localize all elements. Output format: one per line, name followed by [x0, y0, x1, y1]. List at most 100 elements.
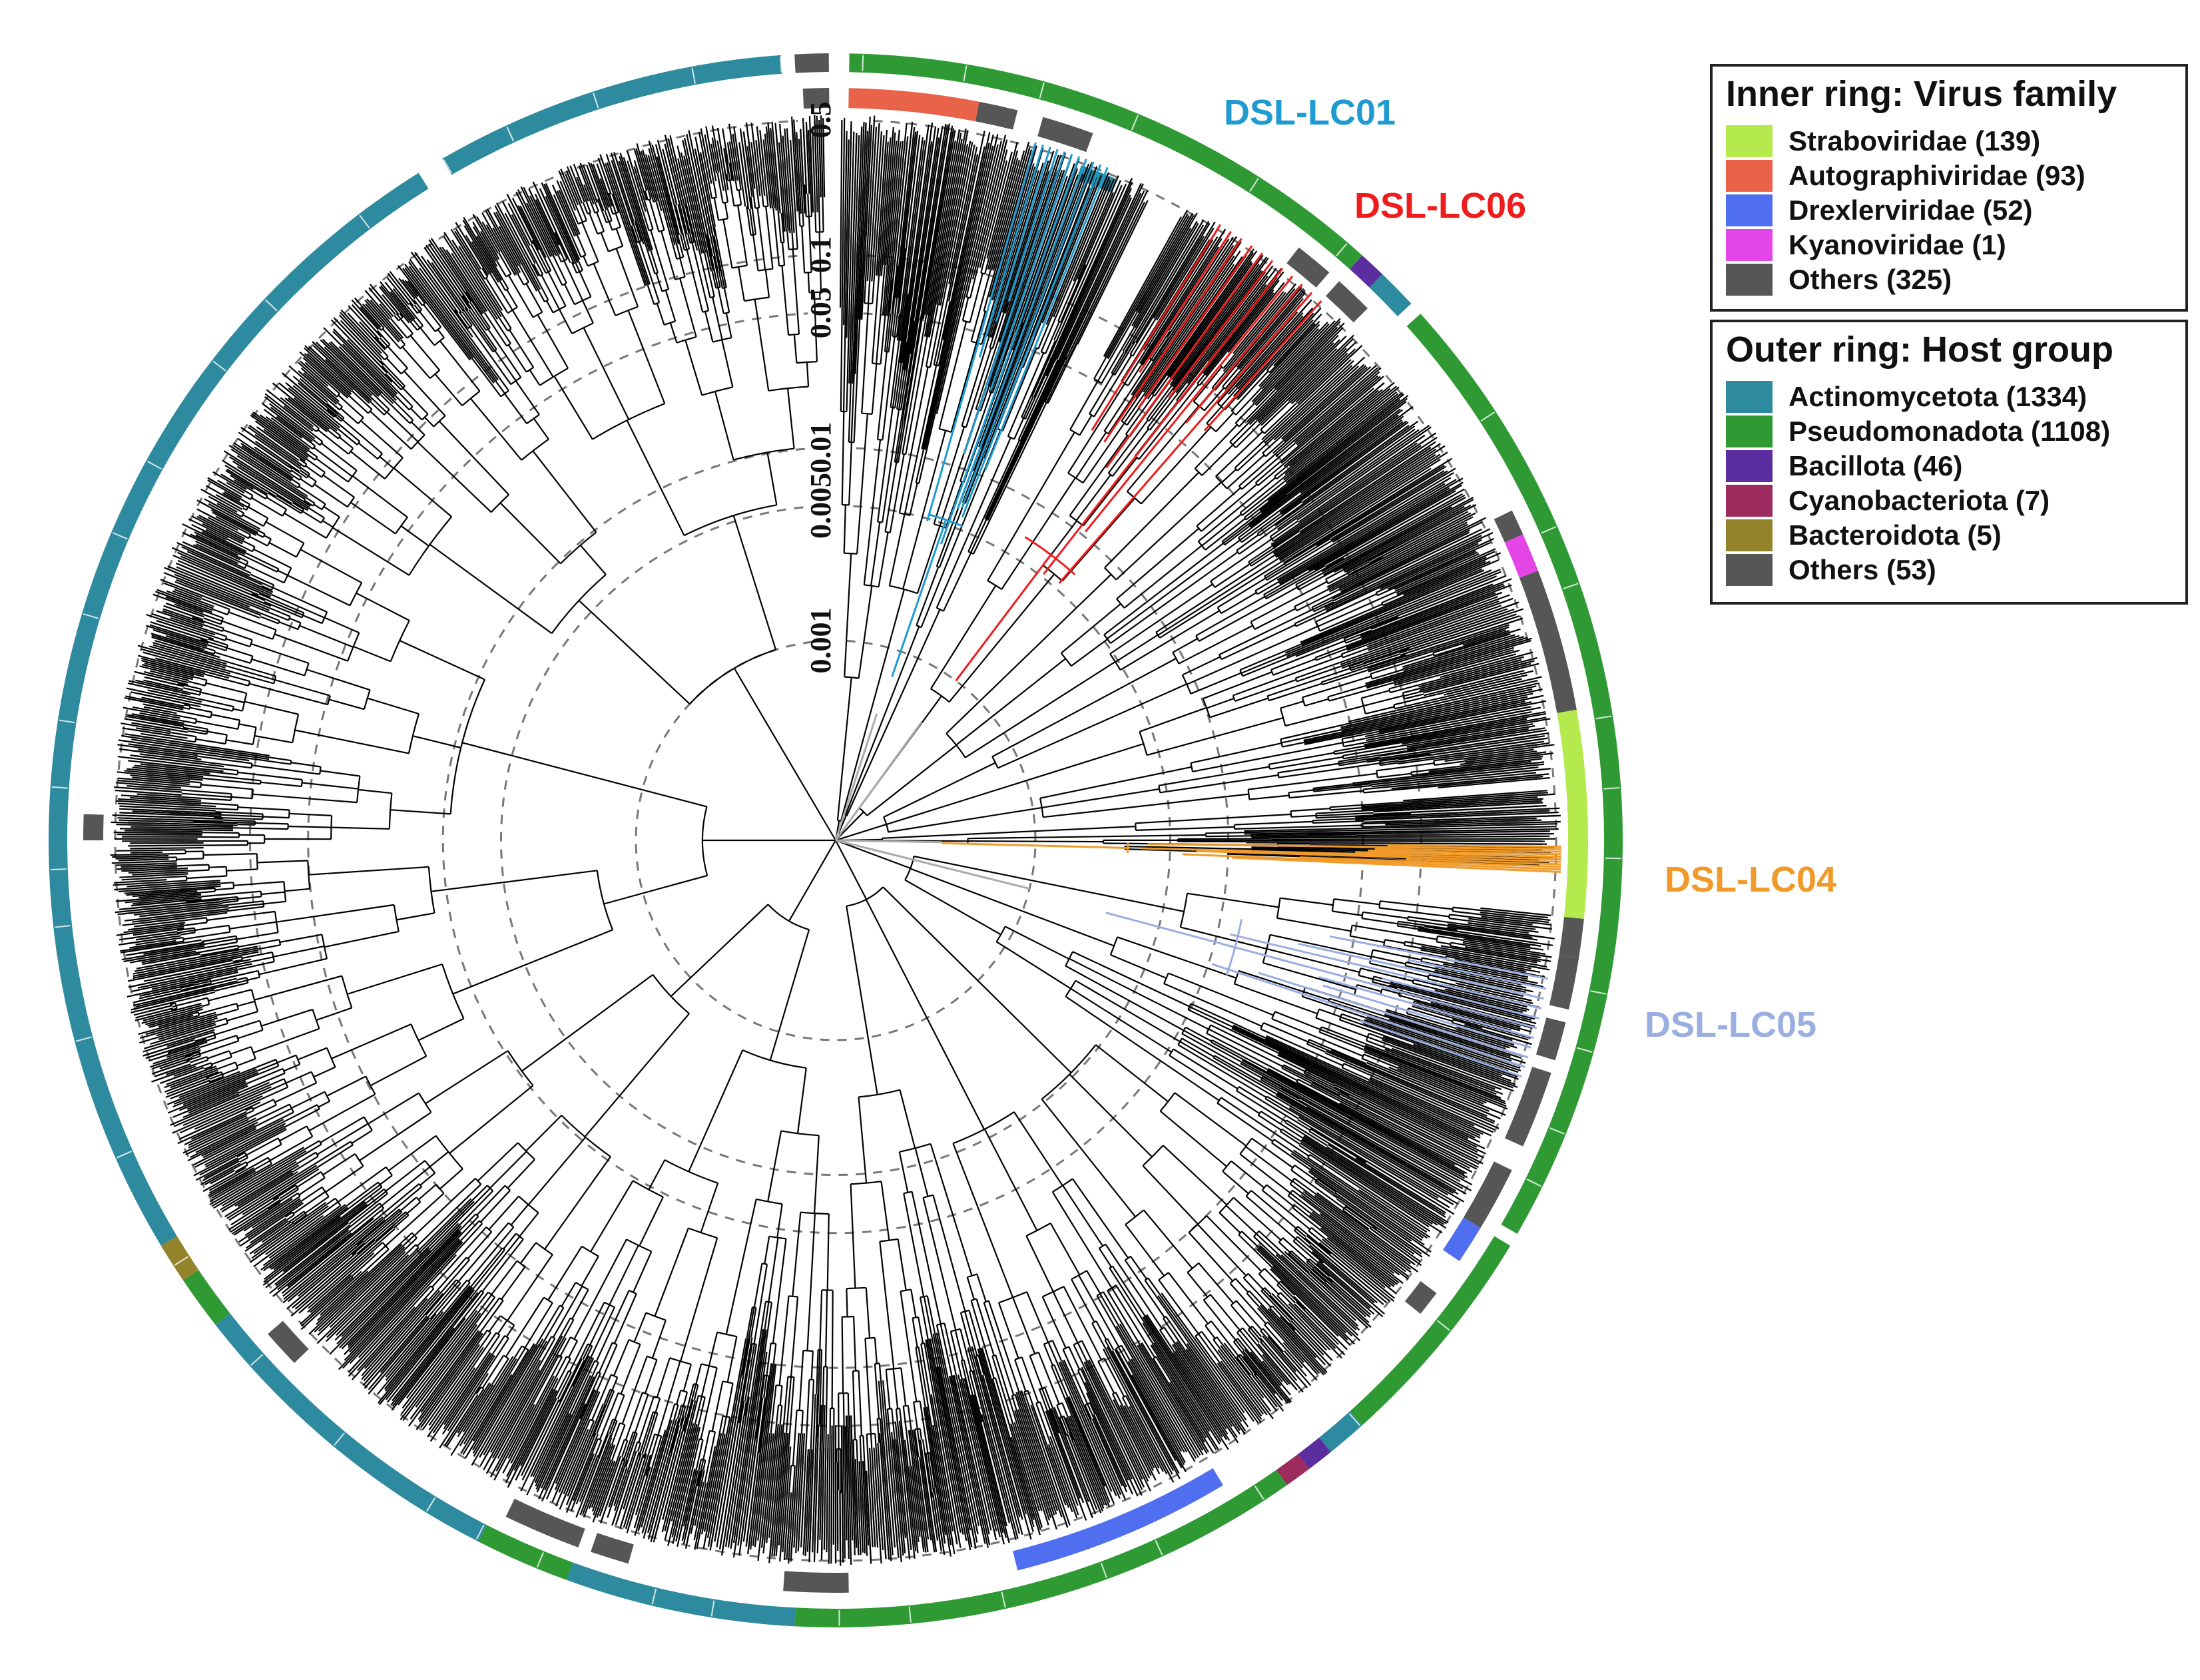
- tree-branch: [1192, 742, 1343, 772]
- tree-branch: [614, 1395, 625, 1420]
- tree-branch: [1450, 945, 1466, 950]
- tree-branch: [1386, 543, 1479, 587]
- tree-branch: [330, 815, 333, 840]
- tree-branch: [1402, 634, 1515, 670]
- tree-branch: [1262, 1340, 1292, 1375]
- tree-branch: [1059, 1415, 1064, 1419]
- tree-branch: [1340, 1229, 1398, 1274]
- tree-branch: [991, 331, 1015, 394]
- tree-branch: [1260, 324, 1320, 388]
- tree-branch: [654, 1433, 662, 1437]
- tree-branch: [1250, 581, 1328, 623]
- tree-branch: [501, 1266, 526, 1300]
- tree-branch: [296, 1171, 322, 1188]
- tree-branch: [1358, 974, 1374, 980]
- tree-branch: [1044, 1387, 1053, 1408]
- tree-branch: [792, 1466, 796, 1493]
- tree-branch: [873, 1448, 882, 1563]
- tree-branch: [1246, 1290, 1250, 1294]
- tree-branch: [916, 1346, 919, 1348]
- tree-branch: [1231, 370, 1269, 412]
- tree-branch: [1358, 968, 1362, 976]
- tree-branch: [285, 1071, 312, 1084]
- tree-branch: [265, 521, 304, 544]
- tree-branch: [1214, 563, 1250, 589]
- tree-branch: [1143, 1322, 1222, 1443]
- tree-branch: [613, 1439, 625, 1471]
- tree-branch: [1069, 429, 1081, 436]
- tree-branch: [1296, 589, 1340, 612]
- outer-ring-separator: [443, 158, 452, 174]
- tree-branch: [1205, 268, 1277, 361]
- grid-circle: [307, 312, 1364, 1369]
- inner-ring-segment: [1559, 916, 1584, 958]
- tree-branch: [1328, 516, 1474, 591]
- tree-branch: [1372, 976, 1375, 982]
- tree-branch: [1223, 296, 1286, 372]
- tree-branch: [971, 1394, 1010, 1543]
- tree-branch: [983, 1129, 1038, 1231]
- tree-branch: [1051, 1364, 1055, 1367]
- tree-branch: [766, 1342, 772, 1376]
- tree-branch: [628, 1338, 641, 1345]
- tree-branch: [1276, 1295, 1288, 1306]
- tree-branch: [1468, 920, 1536, 930]
- tree-branch: [1241, 442, 1296, 490]
- tree-branch: [1161, 220, 1210, 300]
- tree-branch: [742, 1049, 806, 1069]
- tree-branch: [1444, 678, 1522, 698]
- tree-branch: [1464, 750, 1537, 761]
- tree-branch: [1078, 1274, 1120, 1348]
- tree-branch: [385, 1290, 475, 1400]
- tree-branch: [1267, 667, 1350, 697]
- tree-branch: [1274, 364, 1377, 455]
- tree-branch: [1217, 1102, 1274, 1142]
- tree-branch: [1280, 897, 1334, 906]
- tree-branch: [1273, 448, 1437, 555]
- tree-branch: [1257, 1247, 1347, 1334]
- tree-branch: [900, 141, 933, 364]
- tree-branch: [1437, 773, 1549, 786]
- tree-branch: [1012, 1436, 1041, 1530]
- tree-branch: [1134, 220, 1198, 328]
- tree-branch: [1095, 1044, 1169, 1103]
- tree-branch: [1259, 348, 1338, 425]
- tree-branch: [1276, 1280, 1282, 1286]
- tree-branch: [237, 896, 262, 900]
- tree-branch: [1260, 1330, 1267, 1338]
- tree-branch: [970, 519, 987, 553]
- tree-branch: [871, 1448, 879, 1548]
- tree-branch: [929, 283, 948, 368]
- tree-branch: [1238, 970, 1304, 993]
- tree-branch: [938, 321, 967, 429]
- tree-branch: [1107, 396, 1135, 435]
- tree-branch: [1361, 825, 1386, 828]
- tree-branch: [1180, 926, 1267, 950]
- tree-branch: [844, 139, 850, 326]
- tree-branch: [897, 1239, 907, 1290]
- tree-branch: [519, 1212, 539, 1237]
- tree-branch: [1266, 1321, 1286, 1342]
- tree-branch: [186, 740, 196, 743]
- tree-branch: [867, 115, 876, 238]
- tree-branch: [1290, 1192, 1340, 1232]
- tree-branch: [822, 1366, 825, 1406]
- tree-branch: [329, 699, 365, 710]
- tree-branch: [706, 1434, 726, 1530]
- tree-branch: [1237, 315, 1304, 390]
- tree-branch: [288, 1104, 294, 1113]
- tree-branch: [886, 1367, 902, 1370]
- tree-branch: [1244, 1349, 1288, 1404]
- tree-branch: [318, 1100, 330, 1108]
- tree-branch: [1014, 1356, 1023, 1360]
- tree-branch: [1303, 991, 1330, 1001]
- tree-branch: [934, 1393, 962, 1533]
- tree-branch: [1321, 1210, 1394, 1266]
- tree-branch: [294, 729, 410, 754]
- tree-branch: [1301, 568, 1483, 646]
- tree-branch: [1155, 554, 1275, 633]
- tree-branch: [900, 320, 916, 410]
- tree-branch: [1295, 371, 1380, 445]
- tree-branch: [1046, 1444, 1070, 1508]
- tree-branch: [1420, 958, 1423, 962]
